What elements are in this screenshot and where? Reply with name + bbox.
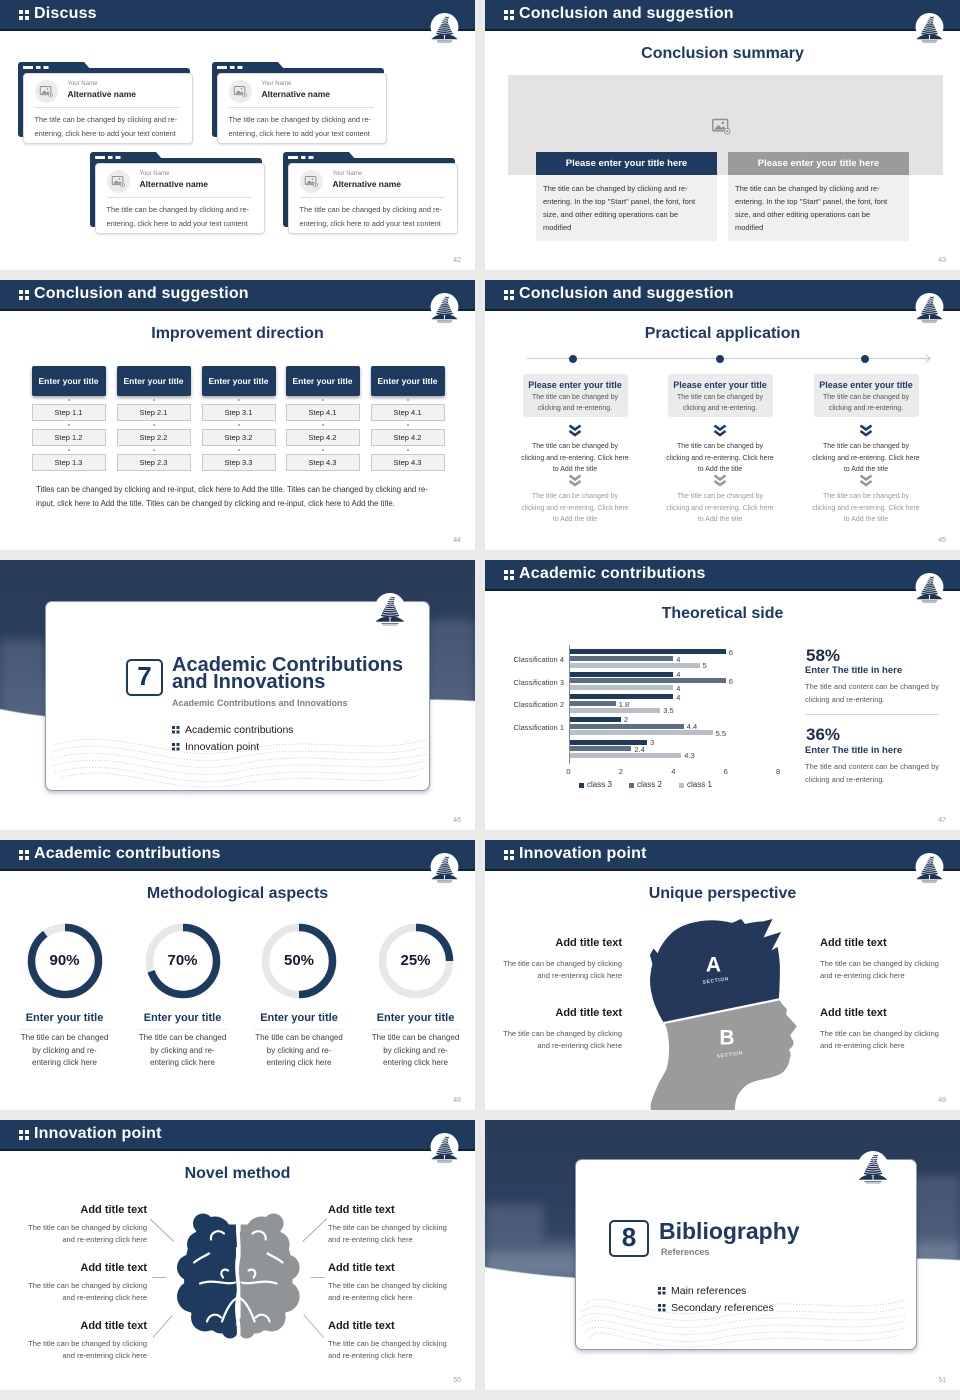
svg-text:B: B bbox=[719, 1027, 734, 1050]
svg-text:A: A bbox=[706, 954, 721, 977]
svg-text:SECTION: SECTION bbox=[702, 976, 729, 986]
svg-text:SECTION: SECTION bbox=[716, 1050, 743, 1060]
